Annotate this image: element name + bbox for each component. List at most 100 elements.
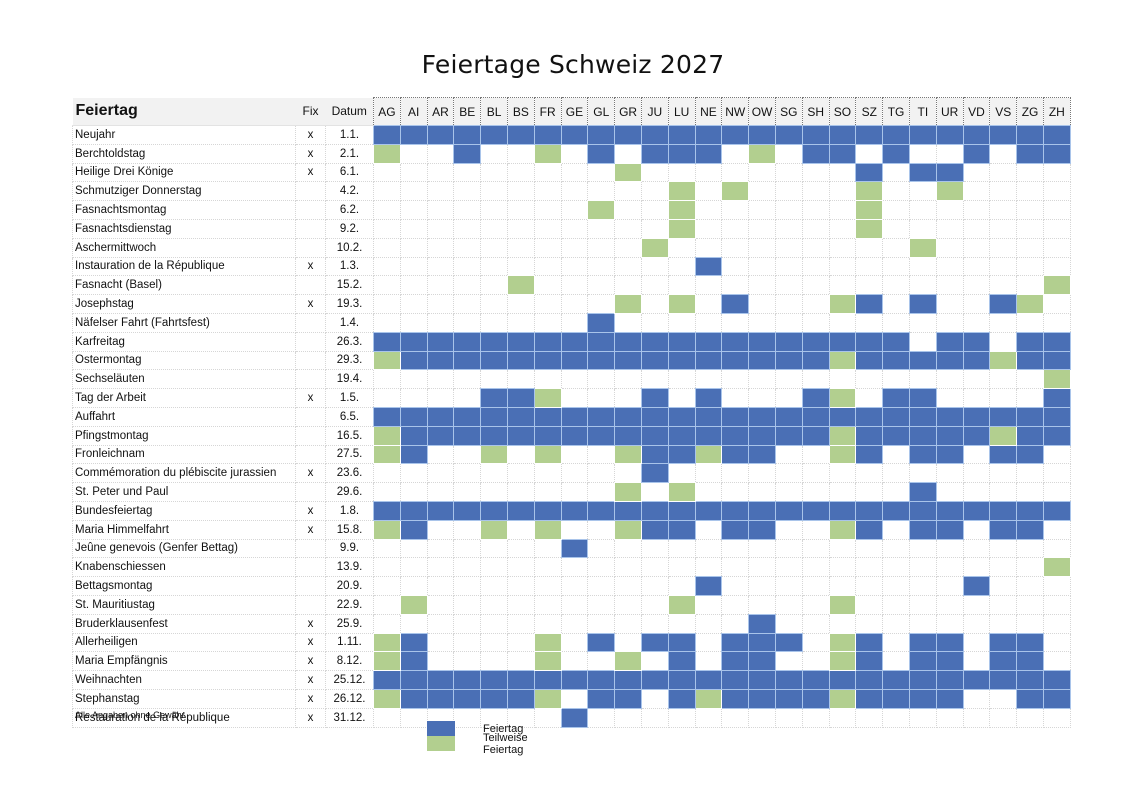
cell-so: [828, 181, 857, 202]
cell-zg: [1016, 143, 1044, 164]
cell-ju: [640, 519, 669, 540]
cell-zg: [1016, 162, 1044, 183]
cell-ow: [748, 388, 776, 408]
cell-bs: [506, 688, 535, 709]
cell-bs: [506, 613, 535, 634]
cell-bl: [480, 181, 508, 202]
cell-sh: [801, 538, 830, 559]
cell-sz: [855, 444, 884, 465]
cell-nw: [721, 162, 750, 183]
cell-so: [828, 350, 857, 371]
table-row: Maria Himmelfahrt x 15.8.: [72, 519, 1071, 540]
cell-ju: [640, 500, 669, 521]
cell-bl: [480, 613, 508, 634]
cell-ti: [908, 143, 937, 164]
cell-be: [453, 406, 482, 427]
cell-vd: [962, 594, 991, 615]
cell-ju: [640, 331, 669, 352]
cell-tg: [882, 670, 910, 690]
cell-ju: [640, 181, 669, 202]
table-row: Restauration de la République x 31.12.: [72, 707, 1071, 728]
cell-ai: [399, 688, 428, 709]
cell-lu: [667, 444, 696, 465]
cell-bs: [506, 670, 535, 690]
cell-zg: [1016, 425, 1044, 446]
cell-nw: [721, 557, 750, 578]
cell-ne: [694, 162, 723, 183]
cell-ti: [908, 519, 937, 540]
cell-so: [828, 576, 857, 596]
cell-ag: [373, 218, 401, 239]
cell-tg: [882, 294, 910, 314]
cell-ur: [935, 331, 964, 352]
cell-sz: [855, 294, 884, 314]
cell-fr: [533, 218, 562, 239]
cell-ag: [373, 500, 401, 521]
cell-sg: [774, 707, 803, 728]
cell-ur: [935, 538, 964, 559]
cell-zh: [1042, 369, 1071, 390]
canton-header-be: BE: [453, 97, 482, 126]
cell-ge: [560, 519, 589, 540]
cell-bs: [506, 275, 535, 296]
cell-fr: [533, 707, 562, 728]
cell-ag: [373, 707, 401, 728]
cell-gr: [614, 369, 642, 390]
cell-zg: [1016, 463, 1044, 484]
cell-be: [453, 312, 482, 333]
cell-ag: [373, 444, 401, 465]
cell-bs: [506, 557, 535, 578]
cell-zg: [1016, 688, 1044, 709]
cell-ai: [399, 237, 428, 258]
cell-sh: [801, 463, 830, 484]
cell-gl: [587, 256, 616, 277]
cell-ow: [748, 576, 776, 596]
cell-tg: [882, 388, 910, 408]
cell-vd: [962, 294, 991, 314]
cell-so: [828, 162, 857, 183]
holiday-date: 1.8.: [325, 500, 374, 521]
holiday-name: Schmutziger Donnerstag: [72, 181, 296, 202]
cell-ag: [373, 312, 401, 333]
table-row: Schmutziger Donnerstag 4.2.: [72, 181, 1071, 202]
cell-ge: [560, 425, 589, 446]
cell-ge: [560, 350, 589, 371]
cell-ge: [560, 463, 589, 484]
cell-nw: [721, 143, 750, 164]
cell-vs: [989, 200, 1018, 220]
cell-sg: [774, 388, 803, 408]
cell-zg: [1016, 388, 1044, 408]
cell-ur: [935, 519, 964, 540]
cell-lu: [667, 651, 696, 672]
cell-so: [828, 331, 857, 352]
cell-bl: [480, 500, 508, 521]
cell-sg: [774, 632, 803, 653]
cell-gl: [587, 350, 616, 371]
cell-gl: [587, 162, 616, 183]
holiday-name: St. Mauritiustag: [72, 594, 296, 615]
legend-label-teilweise: Teilweise Feiertag: [483, 731, 528, 756]
cell-nw: [721, 294, 750, 314]
cell-nw: [721, 651, 750, 672]
cell-sz: [855, 707, 884, 728]
cell-vd: [962, 519, 991, 540]
cell-ai: [399, 350, 428, 371]
canton-header-sg: SG: [774, 97, 803, 126]
cell-nw: [721, 350, 750, 371]
cell-zh: [1042, 576, 1071, 596]
cell-bl: [480, 125, 508, 145]
cell-be: [453, 425, 482, 446]
cell-ar: [426, 312, 455, 333]
cell-ag: [373, 519, 401, 540]
holiday-date: 29.6.: [325, 482, 374, 502]
holiday-name: St. Peter und Paul: [72, 482, 296, 502]
cell-ti: [908, 613, 937, 634]
cell-be: [453, 688, 482, 709]
cell-zh: [1042, 181, 1071, 202]
cell-bs: [506, 369, 535, 390]
cell-ne: [694, 632, 723, 653]
cell-gr: [614, 181, 642, 202]
cell-ag: [373, 181, 401, 202]
cell-ne: [694, 125, 723, 145]
fixed-date-mark: x: [295, 651, 326, 672]
